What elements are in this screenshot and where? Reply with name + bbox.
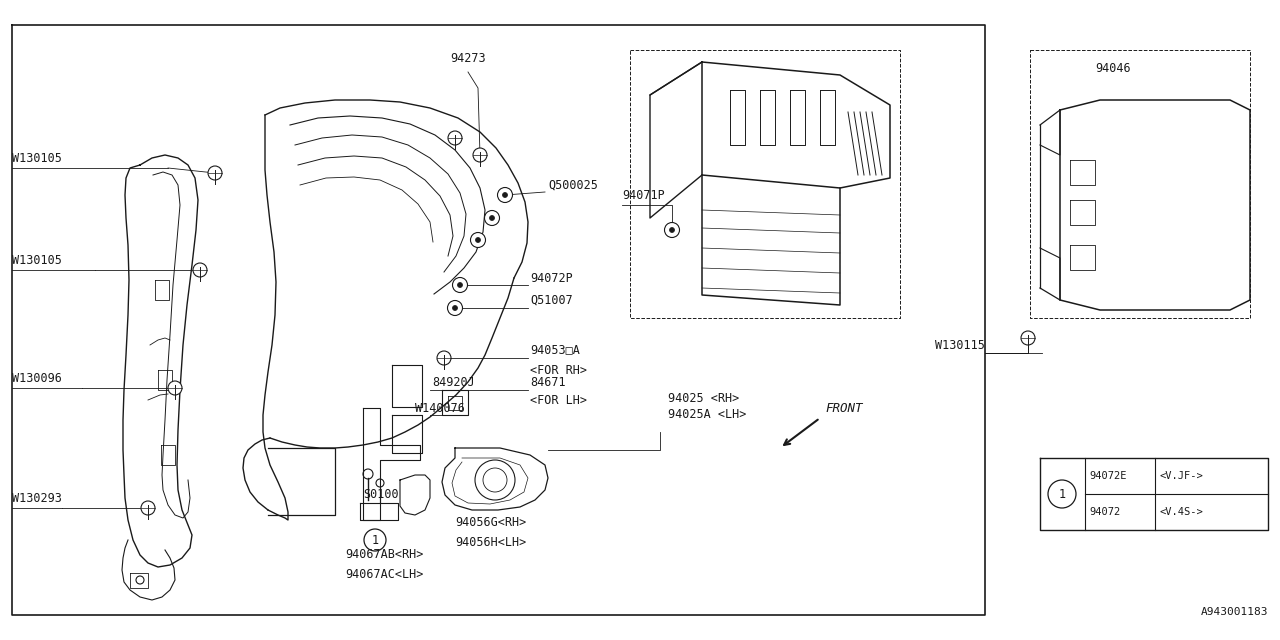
Text: 94056H<LH>: 94056H<LH>: [454, 536, 526, 550]
Text: 94067AB<RH>: 94067AB<RH>: [346, 548, 424, 561]
Text: 94056G<RH>: 94056G<RH>: [454, 516, 526, 529]
Ellipse shape: [453, 305, 457, 310]
Ellipse shape: [448, 301, 462, 316]
Text: 94071P: 94071P: [622, 189, 664, 202]
Ellipse shape: [503, 193, 507, 198]
Text: 94072E: 94072E: [1089, 471, 1126, 481]
Ellipse shape: [471, 232, 485, 248]
Text: <FOR LH>: <FOR LH>: [530, 394, 588, 406]
Ellipse shape: [207, 166, 221, 180]
Text: FRONT: FRONT: [826, 401, 863, 415]
Text: 94025A <LH>: 94025A <LH>: [668, 408, 746, 422]
Text: W130096: W130096: [12, 371, 61, 385]
Ellipse shape: [448, 131, 462, 145]
Text: 94046: 94046: [1094, 61, 1130, 74]
Ellipse shape: [457, 282, 462, 287]
Text: A943001183: A943001183: [1201, 607, 1268, 617]
Text: <V.JF->: <V.JF->: [1158, 471, 1203, 481]
Text: 84671: 84671: [530, 376, 566, 388]
Ellipse shape: [489, 216, 494, 221]
Text: Q51007: Q51007: [530, 294, 572, 307]
Ellipse shape: [1021, 331, 1036, 345]
Text: 94273: 94273: [451, 51, 486, 65]
Ellipse shape: [498, 188, 512, 202]
Ellipse shape: [141, 501, 155, 515]
Ellipse shape: [485, 211, 499, 225]
Text: W130293: W130293: [12, 492, 61, 504]
Text: W130105: W130105: [12, 253, 61, 266]
Text: 94067AC<LH>: 94067AC<LH>: [346, 568, 424, 582]
Text: W140076: W140076: [415, 401, 465, 415]
Text: <FOR RH>: <FOR RH>: [530, 364, 588, 376]
Ellipse shape: [168, 381, 182, 395]
Ellipse shape: [193, 263, 207, 277]
Ellipse shape: [664, 223, 680, 237]
Text: 1: 1: [371, 534, 379, 547]
Text: 94072P: 94072P: [530, 271, 572, 285]
Text: 84920J: 84920J: [433, 376, 475, 388]
Text: 94025 <RH>: 94025 <RH>: [668, 392, 740, 404]
Text: W130115: W130115: [936, 339, 986, 351]
Text: 94053□A: 94053□A: [530, 344, 580, 356]
Ellipse shape: [669, 227, 675, 232]
Text: Q500025: Q500025: [548, 179, 598, 191]
Text: <V.4S->: <V.4S->: [1158, 507, 1203, 517]
Ellipse shape: [436, 351, 451, 365]
Ellipse shape: [453, 278, 467, 292]
Text: 1: 1: [1059, 488, 1065, 500]
Text: S0100: S0100: [364, 488, 398, 502]
Text: W130105: W130105: [12, 152, 61, 164]
Ellipse shape: [475, 237, 480, 243]
Text: 94072: 94072: [1089, 507, 1120, 517]
Ellipse shape: [474, 148, 486, 162]
